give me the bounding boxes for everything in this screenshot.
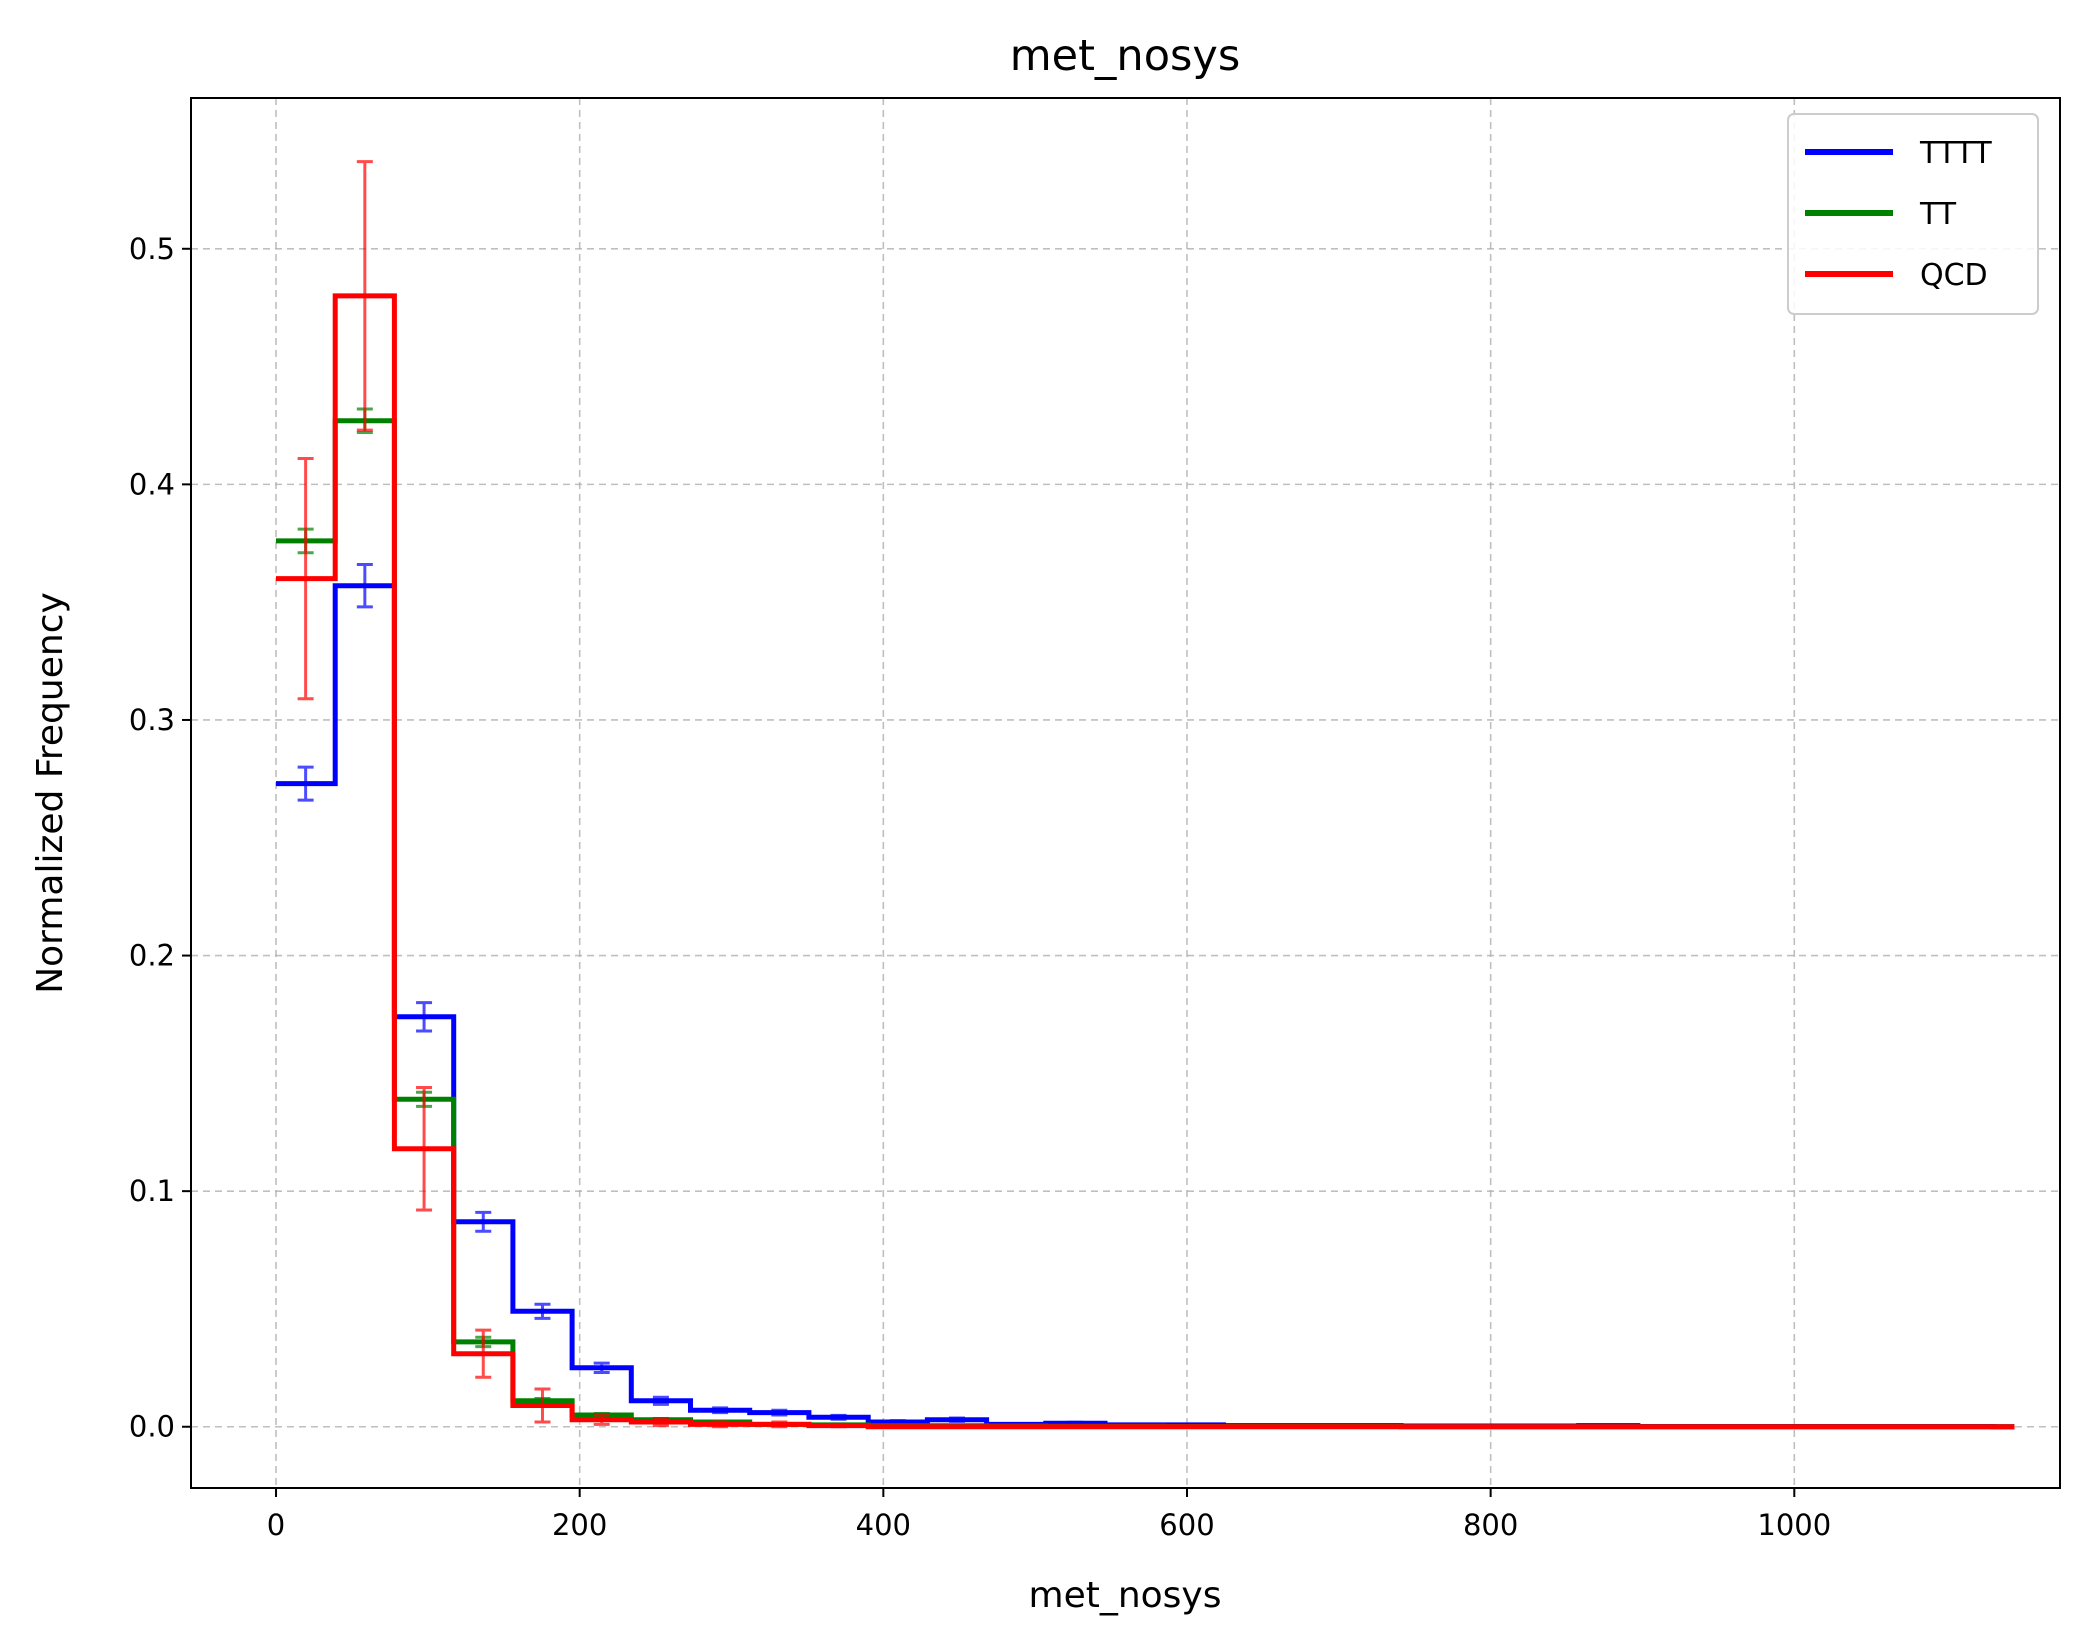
x-tick-label: 0 bbox=[267, 1508, 285, 1542]
legend-label-qcd: QCD bbox=[1920, 258, 1988, 293]
error-bar bbox=[475, 1328, 492, 1379]
y-axis-title: Normalized Frequency bbox=[30, 592, 71, 994]
error-bar bbox=[416, 1085, 433, 1212]
x-axis-title: met_nosys bbox=[1029, 1575, 1222, 1616]
y-tick-label: 0.4 bbox=[129, 467, 175, 501]
error-bar bbox=[830, 1422, 847, 1429]
error-bar bbox=[712, 1406, 729, 1415]
error-bar bbox=[416, 1001, 433, 1033]
error-bar bbox=[948, 1416, 965, 1423]
y-tick-label: 0.5 bbox=[129, 232, 175, 266]
x-tick-label: 1000 bbox=[1757, 1508, 1831, 1542]
error-bar bbox=[356, 160, 373, 432]
error-bar bbox=[297, 765, 314, 802]
axis-ticks: 0 200 400 600 800 1000 0.0 0.1 0.2 0.3 0.4 0.5 bbox=[129, 232, 1831, 1542]
y-tick-label: 0.0 bbox=[129, 1410, 175, 1444]
legend-label-tttt: TTTT bbox=[1919, 136, 1992, 171]
error-bar bbox=[712, 1420, 729, 1429]
error-bar bbox=[771, 1408, 788, 1417]
plot-frame bbox=[190, 97, 2061, 1489]
legend-label-tt: TT bbox=[1919, 197, 1957, 232]
y-tick-label: 0.3 bbox=[129, 703, 175, 737]
error-bar bbox=[652, 1417, 669, 1428]
error-bar bbox=[593, 1361, 610, 1375]
chart-title: met_nosys bbox=[1010, 31, 1241, 81]
error-bar bbox=[889, 1419, 906, 1425]
x-tick-label: 400 bbox=[856, 1508, 911, 1542]
error-bar bbox=[593, 1413, 610, 1426]
error-bar bbox=[652, 1395, 669, 1406]
x-tick-label: 800 bbox=[1463, 1508, 1518, 1542]
error-bar bbox=[830, 1413, 847, 1421]
x-tick-label: 600 bbox=[1159, 1508, 1214, 1542]
legend-box bbox=[1787, 113, 2039, 315]
error-bar bbox=[534, 1302, 551, 1320]
error-bar bbox=[771, 1420, 788, 1429]
series-qcd bbox=[276, 160, 2015, 1430]
y-tick-label: 0.2 bbox=[129, 939, 175, 973]
x-tick-label: 200 bbox=[552, 1508, 607, 1542]
error-bar bbox=[534, 1387, 551, 1424]
series-layer bbox=[276, 160, 2015, 1430]
error-bar bbox=[297, 456, 314, 701]
error-bar bbox=[475, 1210, 492, 1233]
error-bar bbox=[356, 562, 373, 609]
grid-lines bbox=[191, 98, 2060, 1488]
y-tick-label: 0.1 bbox=[129, 1174, 175, 1208]
